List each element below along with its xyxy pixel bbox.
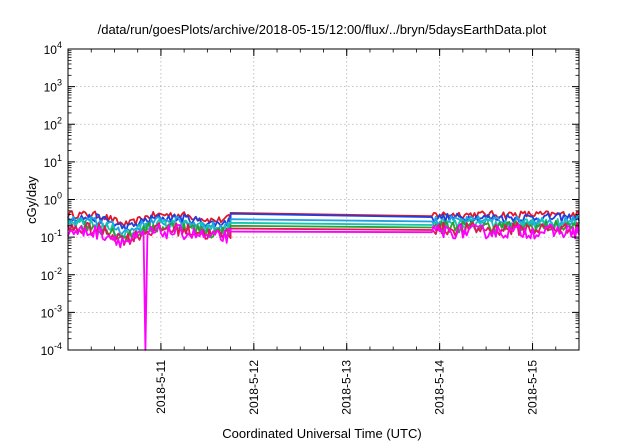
series-line — [67, 212, 580, 233]
y-tick-label: 10-3 — [41, 303, 62, 320]
series-line — [67, 223, 580, 351]
series-group — [67, 210, 580, 351]
x-axis: 2018-5-11 2018-5-12 2018-5-13 2018-5-14 2018… — [67, 49, 580, 415]
y-tick-label: 100 — [44, 191, 62, 208]
x-tick-label: 2018-5-11 — [154, 360, 168, 414]
x-tick-label: 2018-5-12 — [247, 360, 261, 415]
y-axis-label: cGy/day — [24, 176, 39, 224]
y-tick-label: 10-2 — [41, 266, 62, 283]
series-line — [67, 218, 580, 238]
y-tick-label: 101 — [44, 153, 62, 170]
grid — [68, 49, 579, 350]
y-tick-label: 103 — [44, 78, 62, 95]
series-line — [67, 210, 580, 228]
chart-title: /data/run/goesPlots/archive/2018-05-15/1… — [98, 22, 547, 37]
y-tick-label: 10-4 — [41, 341, 62, 358]
x-axis-label: Coordinated Universal Time (UTC) — [222, 426, 421, 441]
x-tick-label: 2018-5-15 — [526, 360, 540, 415]
x-tick-label: 2018-5-14 — [433, 360, 447, 415]
x-tick-label: 2018-5-13 — [340, 360, 354, 415]
y-axis: 10-4 10-3 10-2 10-1 100 101 102 103 104 — [41, 40, 579, 358]
y-tick-label: 10-1 — [41, 228, 62, 245]
y-tick-label: 104 — [44, 40, 62, 57]
y-tick-label: 102 — [44, 115, 62, 132]
